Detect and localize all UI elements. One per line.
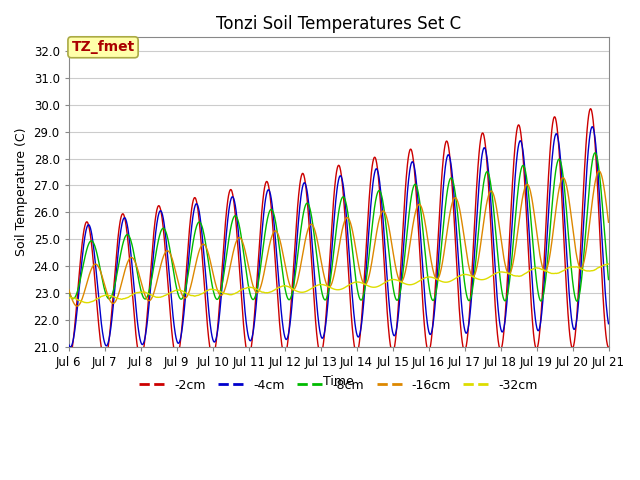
Title: Tonzi Soil Temperatures Set C: Tonzi Soil Temperatures Set C: [216, 15, 461, 33]
Text: TZ_fmet: TZ_fmet: [72, 40, 134, 54]
X-axis label: Time: Time: [323, 375, 354, 388]
Y-axis label: Soil Temperature (C): Soil Temperature (C): [15, 128, 28, 256]
Legend: -2cm, -4cm, -8cm, -16cm, -32cm: -2cm, -4cm, -8cm, -16cm, -32cm: [134, 373, 543, 396]
